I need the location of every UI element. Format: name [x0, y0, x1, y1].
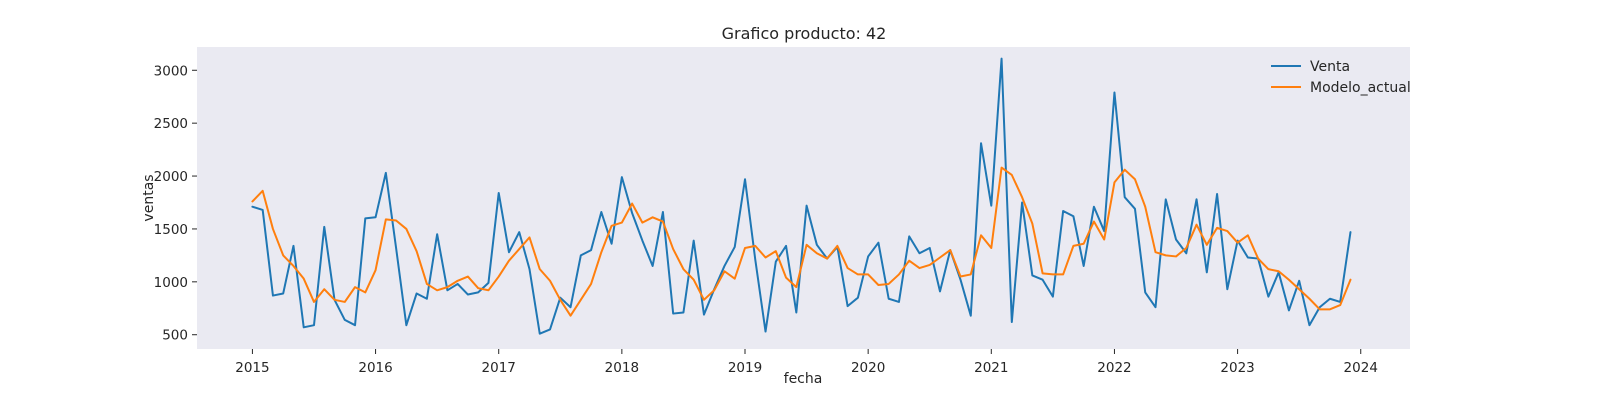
x-tick-label: 2015: [235, 360, 269, 376]
series-layer: [251, 57, 1352, 335]
legend: Venta Modelo_actual: [1271, 59, 1411, 96]
x-tick-label: 2021: [974, 360, 1008, 376]
y-tick-label: 2500: [154, 116, 188, 132]
y-tick-label: 2000: [154, 169, 188, 185]
y-tick-label: 500: [162, 328, 188, 344]
chart-title: Grafico producto: 42: [722, 24, 887, 43]
y-axis-label: ventas: [141, 174, 157, 221]
y-axis-ticks: 500 1000 1500 2000 2500 3000: [154, 63, 197, 344]
x-axis-ticks: 2015 2016 2017 2018 2019 2020 2021 2022 2023 2024: [235, 349, 1378, 376]
series-line-modelo-actual: [251, 166, 1352, 317]
plot-area: [197, 47, 1410, 349]
y-tick-label: 3000: [154, 63, 188, 79]
x-tick-label: 2017: [482, 360, 516, 376]
y-tick-label: 1500: [154, 222, 188, 238]
series-line-venta: [251, 57, 1352, 335]
x-tick-label: 2016: [358, 360, 392, 376]
x-tick-label: 2020: [851, 360, 885, 376]
x-axis-label: fecha: [784, 371, 823, 387]
y-tick-label: 1000: [154, 275, 188, 291]
x-tick-label: 2023: [1220, 360, 1254, 376]
x-tick-label: 2019: [728, 360, 762, 376]
x-tick-label: 2024: [1344, 360, 1378, 376]
legend-label: Modelo_actual: [1310, 80, 1411, 96]
x-tick-label: 2022: [1097, 360, 1131, 376]
x-tick-label: 2018: [605, 360, 639, 376]
legend-label: Venta: [1310, 59, 1350, 75]
